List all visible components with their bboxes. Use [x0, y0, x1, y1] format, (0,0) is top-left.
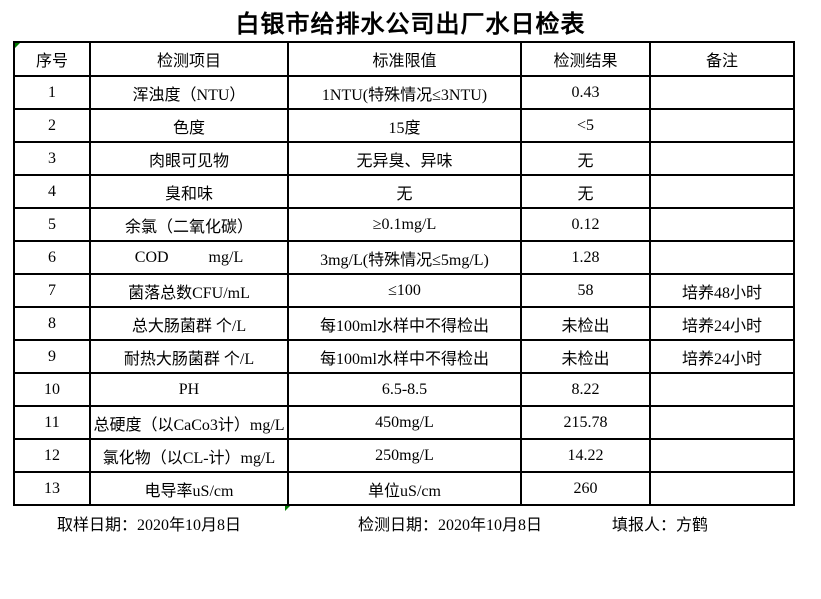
cell-remark: [649, 372, 795, 407]
cell-limit: 15度: [287, 108, 522, 143]
cell-test-item: 总硬度（以CaCo3计）mg/L: [89, 405, 289, 440]
cell-serial-no: 7: [13, 273, 91, 308]
table-row: 3 肉眼可见物 无异臭、异味 无: [13, 141, 795, 176]
cell-remark: [649, 207, 795, 242]
table-row: 13 电导率uS/cm 单位uS/cm 260: [13, 471, 795, 506]
cell-result: 8.22: [520, 372, 651, 407]
cell-limit: 每100ml水样中不得检出: [287, 306, 522, 341]
sampling-date-label: 取样日期：2020年10月8日: [57, 517, 242, 534]
cell-test-item: 耐热大肠菌群 个/L: [89, 339, 289, 374]
cell-limit: ≤100: [287, 273, 522, 308]
cell-remark: [649, 471, 795, 506]
header-test-item: 检测项目: [89, 41, 289, 77]
cell-result: 无: [520, 174, 651, 209]
cell-test-item: 余氯（二氧化碳）: [89, 207, 289, 242]
cell-remark: 培养24小时: [649, 339, 795, 374]
cell-limit: 单位uS/cm: [287, 471, 522, 506]
cell-remark: [649, 405, 795, 440]
cell-serial-no: 10: [13, 372, 91, 407]
cell-test-item: 菌落总数CFU/mL: [89, 273, 289, 308]
cell-limit: 250mg/L: [287, 438, 522, 473]
daily-inspection-table: 序号 检测项目 标准限值 检测结果 备注 1 浑浊度（NTU） 1NTU(特殊情…: [13, 41, 795, 506]
table-row: 7 菌落总数CFU/mL ≤100 58 培养48小时: [13, 273, 795, 308]
cell-serial-no: 12: [13, 438, 91, 473]
cell-serial-no: 3: [13, 141, 91, 176]
cell-result: 未检出: [520, 306, 651, 341]
cell-remark: [649, 108, 795, 143]
cell-serial-no: 8: [13, 306, 91, 341]
cell-limit: 6.5-8.5: [287, 372, 522, 407]
table-row: 4 臭和味 无 无: [13, 174, 795, 209]
table-row: 6 COD mg/L 3mg/L(特殊情况≤5mg/L) 1.28: [13, 240, 795, 275]
header-serial-no: 序号: [13, 41, 91, 77]
cell-remark: [649, 75, 795, 110]
testing-date-label: 检测日期：2020年10月8日: [358, 517, 543, 534]
table-row: 10 PH 6.5-8.5 8.22: [13, 372, 795, 407]
cell-serial-no: 4: [13, 174, 91, 209]
cell-result: <5: [520, 108, 651, 143]
cell-limit: 3mg/L(特殊情况≤5mg/L): [287, 240, 522, 275]
table-row: 8 总大肠菌群 个/L 每100ml水样中不得检出 未检出 培养24小时: [13, 306, 795, 341]
cell-remark: 培养48小时: [649, 273, 795, 308]
cell-result: 无: [520, 141, 651, 176]
cell-limit: ≥0.1mg/L: [287, 207, 522, 242]
cell-result: 14.22: [520, 438, 651, 473]
header-limit: 标准限值: [287, 41, 522, 77]
header-result: 检测结果: [520, 41, 651, 77]
cell-remark: [649, 141, 795, 176]
reporter-label: 填报人：方鹤: [612, 517, 709, 534]
cell-serial-no: 1: [13, 75, 91, 110]
table-row: 5 余氯（二氧化碳） ≥0.1mg/L 0.12: [13, 207, 795, 242]
table-row: 9 耐热大肠菌群 个/L 每100ml水样中不得检出 未检出 培养24小时: [13, 339, 795, 374]
cell-limit: 450mg/L: [287, 405, 522, 440]
footer: 取样日期：2020年10月8日 检测日期：2020年10月8日 填报人：方鹤: [0, 511, 821, 534]
cell-result: 0.12: [520, 207, 651, 242]
table-row: 12 氯化物（以CL-计）mg/L 250mg/L 14.22: [13, 438, 795, 473]
cell-test-item: 电导率uS/cm: [89, 471, 289, 506]
cell-result: 58: [520, 273, 651, 308]
cell-test-item: COD mg/L: [89, 240, 289, 275]
cell-remark: 培养24小时: [649, 306, 795, 341]
cell-result: 260: [520, 471, 651, 506]
table-row: 2 色度 15度 <5: [13, 108, 795, 143]
cell-test-item: 臭和味: [89, 174, 289, 209]
cell-test-item: 总大肠菌群 个/L: [89, 306, 289, 341]
cell-serial-no: 13: [13, 471, 91, 506]
cell-limit: 无异臭、异味: [287, 141, 522, 176]
cell-result: 未检出: [520, 339, 651, 374]
cell-test-item: PH: [89, 372, 289, 407]
cell-limit: 每100ml水样中不得检出: [287, 339, 522, 374]
table-row: 11 总硬度（以CaCo3计）mg/L 450mg/L 215.78: [13, 405, 795, 440]
cell-test-item: 肉眼可见物: [89, 141, 289, 176]
cell-serial-no: 11: [13, 405, 91, 440]
cell-test-item: 氯化物（以CL-计）mg/L: [89, 438, 289, 473]
cell-serial-no: 2: [13, 108, 91, 143]
cell-limit: 无: [287, 174, 522, 209]
cell-remark: [649, 438, 795, 473]
cell-remark: [649, 174, 795, 209]
page-title: 白银市给排水公司出厂水日检表: [235, 11, 586, 38]
cell-remark: [649, 240, 795, 275]
header-remark: 备注: [649, 41, 795, 77]
excel-green-corner-flag-icon: [285, 505, 291, 511]
table-header-row: 序号 检测项目 标准限值 检测结果 备注: [13, 41, 795, 77]
cell-serial-no: 6: [13, 240, 91, 275]
cell-serial-no: 9: [13, 339, 91, 374]
cell-result: 215.78: [520, 405, 651, 440]
cell-result: 1.28: [520, 240, 651, 275]
cell-limit: 1NTU(特殊情况≤3NTU): [287, 75, 522, 110]
cell-result: 0.43: [520, 75, 651, 110]
cell-test-item: 色度: [89, 108, 289, 143]
cell-serial-no: 5: [13, 207, 91, 242]
cell-test-item: 浑浊度（NTU）: [89, 75, 289, 110]
table-row: 1 浑浊度（NTU） 1NTU(特殊情况≤3NTU) 0.43: [13, 75, 795, 110]
